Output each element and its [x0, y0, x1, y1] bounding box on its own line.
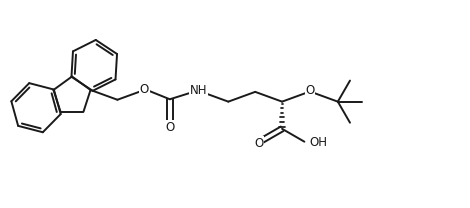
Text: O: O [306, 84, 314, 97]
Text: O: O [254, 137, 263, 150]
Text: O: O [165, 121, 174, 134]
Text: O: O [140, 83, 149, 97]
Text: OH: OH [309, 136, 328, 149]
Text: NH: NH [190, 84, 207, 97]
